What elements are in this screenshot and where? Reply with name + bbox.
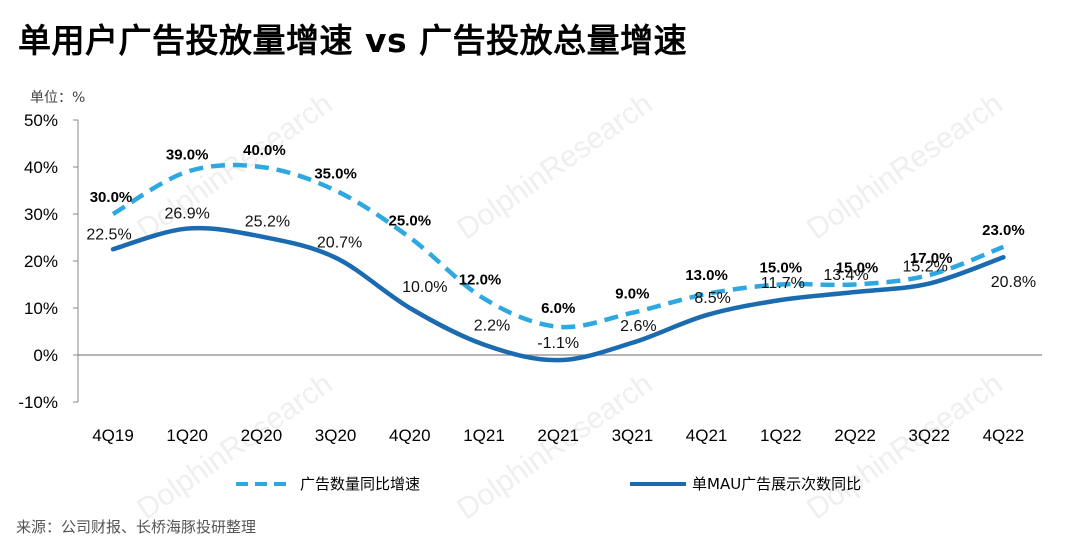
x-tick-label: 4Q20 xyxy=(389,426,431,445)
data-label-ad-volume: 25.0% xyxy=(389,213,432,230)
source-note: 来源：公司财报、长桥海豚投研整理 xyxy=(16,518,257,536)
data-label-ad-impressions: 25.2% xyxy=(245,214,290,231)
x-tick-label: 3Q22 xyxy=(908,426,950,445)
x-tick-label: 2Q21 xyxy=(537,426,579,445)
data-label-ad-volume: 15.0% xyxy=(836,260,879,277)
y-tick-label: 20% xyxy=(24,252,58,271)
y-tick-label: 30% xyxy=(24,205,58,224)
data-label-ad-volume: 40.0% xyxy=(243,142,286,159)
data-label-ad-impressions: 15.2% xyxy=(903,259,948,276)
x-tick-label: 1Q22 xyxy=(760,426,802,445)
data-label-ad-volume: 13.0% xyxy=(685,267,728,284)
data-label-ad-volume: 17.0% xyxy=(910,250,953,267)
data-label-ad-impressions: 8.5% xyxy=(694,290,730,307)
data-label-ad-impressions: -1.1% xyxy=(537,335,579,352)
y-tick-label: 50% xyxy=(24,111,58,130)
y-tick-label: 40% xyxy=(24,158,58,177)
legend-label-ad-volume: 广告数量同比增速 xyxy=(300,475,420,493)
x-tick-label: 3Q20 xyxy=(315,426,357,445)
chart-title: 单用户广告投放量增速 vs 广告投放总量增速 xyxy=(18,21,688,60)
x-tick-label: 2Q22 xyxy=(834,426,876,445)
y-axis: 50% 40% 30% 20% 10% 0% -10% xyxy=(18,111,79,412)
data-label-ad-impressions: 10.0% xyxy=(402,279,447,296)
data-label-ad-volume: 23.0% xyxy=(982,222,1025,239)
x-tick-label: 4Q21 xyxy=(686,426,728,445)
legend-label-ad-impressions: 单MAU广告展示次数同比 xyxy=(692,475,861,493)
series-line-ad-volume-growth xyxy=(111,162,1005,330)
data-label-ad-impressions: 13.4% xyxy=(823,267,868,284)
data-label-ad-impressions: 11.7% xyxy=(761,275,805,292)
legend: 广告数量同比增速 单MAU广告展示次数同比 xyxy=(236,475,861,493)
x-tick-label: 3Q21 xyxy=(612,426,654,445)
data-label-ad-volume: 6.0% xyxy=(541,300,575,317)
data-label-ad-volume: 30.0% xyxy=(90,189,133,206)
y-tick-label: 0% xyxy=(33,346,58,365)
unit-label: 单位：% xyxy=(30,90,86,106)
data-label-ad-volume: 9.0% xyxy=(615,286,649,303)
x-axis: 4Q19 1Q20 2Q20 3Q20 4Q20 1Q21 2Q21 3Q21 4Q21 1Q22… xyxy=(78,354,1042,445)
data-label-ad-impressions: 26.9% xyxy=(165,206,210,223)
series-lines xyxy=(110,162,1006,363)
x-tick-label: 1Q20 xyxy=(166,426,208,445)
data-label-ad-impressions: 22.5% xyxy=(86,226,131,243)
y-tick-label: 10% xyxy=(24,299,58,318)
data-label-ad-impressions: 2.6% xyxy=(620,318,656,335)
y-tick-label: -10% xyxy=(18,393,58,412)
data-label-ad-impressions: 2.2% xyxy=(474,318,510,335)
data-label-ad-impressions: 20.7% xyxy=(317,235,362,252)
data-label-ad-volume: 12.0% xyxy=(459,272,502,289)
x-tick-label: 2Q20 xyxy=(241,426,283,445)
x-tick-label: 1Q21 xyxy=(463,426,505,445)
data-label-ad-volume: 39.0% xyxy=(166,147,209,164)
data-label-ad-volume: 35.0% xyxy=(314,166,357,183)
data-label-ad-volume: 15.0% xyxy=(760,260,803,277)
x-tick-label: 4Q19 xyxy=(92,426,134,445)
series-line-ad-impressions-per-mau xyxy=(110,225,1006,363)
data-labels: 30.0% 39.0% 40.0% 35.0% 25.0% 12.0% 6.0% 9.0% 13… xyxy=(86,142,1036,352)
x-tick-label: 4Q22 xyxy=(983,426,1025,445)
data-label-ad-impressions: 20.8% xyxy=(991,274,1036,291)
